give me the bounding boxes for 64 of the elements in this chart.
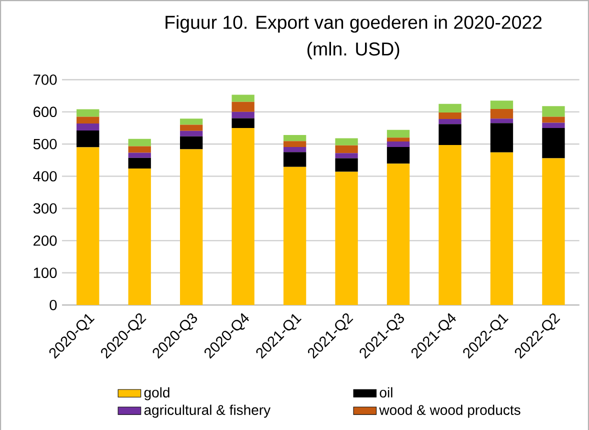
bar [335,145,358,154]
y-tick-label: 300 [33,203,57,214]
bar [542,116,565,123]
bar [490,123,514,152]
bar [438,124,462,146]
chart-subtitle: (mln. USD) [307,42,400,60]
bar [76,109,100,117]
bar [283,166,306,305]
bar [438,104,462,113]
bar [283,152,306,167]
bar [128,168,151,305]
bar [180,149,203,305]
bar [232,102,254,112]
bar [180,136,203,150]
bar [542,122,565,128]
y-tick-label: 500 [33,138,57,150]
bar [283,135,306,142]
bar [335,138,358,146]
y-tick-label: 0 [50,300,57,310]
bar [438,118,462,124]
bar [128,138,151,146]
bar [232,94,254,102]
legend-label: agricultural & fishery [144,404,271,418]
legend-label: gold [144,387,170,400]
bar [386,138,410,142]
y-tick-label: 700 [34,74,57,85]
bar [232,112,254,118]
bar [180,118,203,125]
bar [76,116,100,124]
legend-label: wood & wood products [379,404,520,418]
bar [128,158,151,169]
bar [386,164,410,305]
bar [386,146,410,164]
bar [542,128,565,158]
y-tick-label: 600 [34,106,57,118]
bar [76,130,100,148]
bar [180,130,203,136]
y-tick-label: 400 [33,171,57,182]
bar [335,158,358,172]
bar [232,118,254,128]
bar [76,147,100,305]
bar [128,152,151,158]
bar [386,141,410,147]
bar [490,118,514,124]
bar [542,106,565,117]
bar [76,123,100,131]
bar [438,112,462,119]
bar [386,130,410,138]
bar [283,141,306,147]
bar [490,108,514,119]
bar [490,100,514,109]
legend-label: oil [380,387,392,398]
bar [180,124,203,131]
bar [283,146,306,152]
chart-title: Figuur 10. Export van goederen in 2020-2022 [166,15,542,33]
bar [335,153,358,158]
y-tick-label: 200 [34,235,57,246]
bar [542,158,565,305]
bar [232,128,254,305]
y-tick-label: 100 [34,268,57,278]
bar [490,152,514,305]
bar [335,172,358,305]
bar [438,145,462,305]
bar [128,146,151,153]
